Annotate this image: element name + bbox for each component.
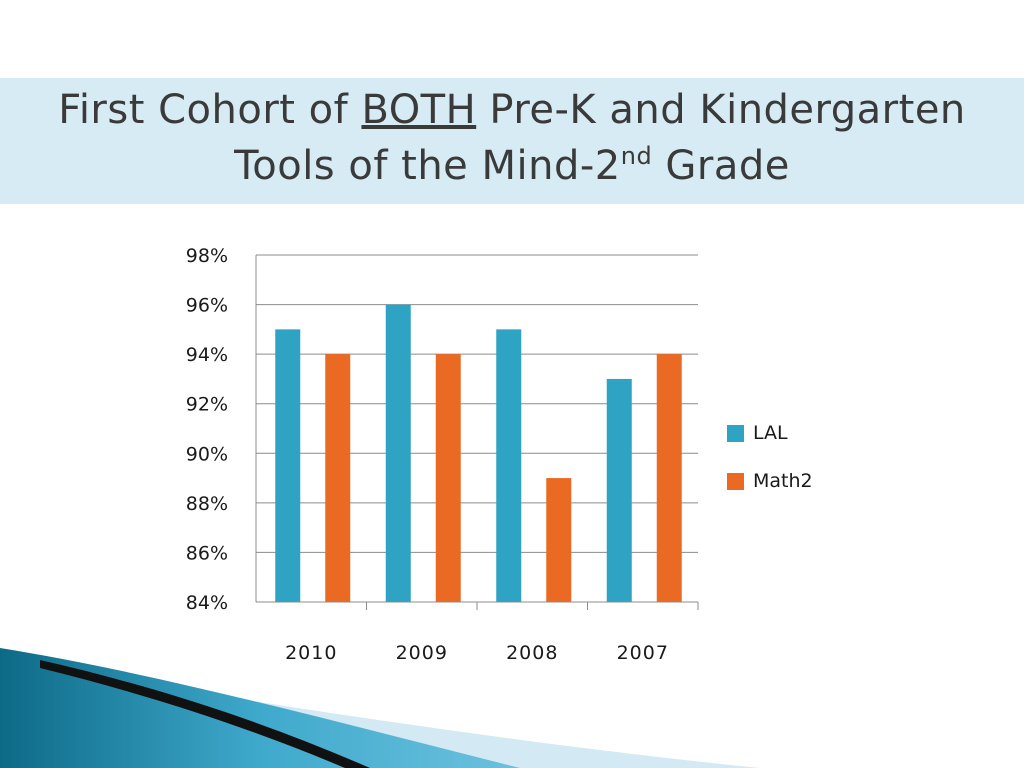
legend-swatch-Math2 bbox=[727, 473, 744, 490]
title-line-2: Tools of the Mind-2nd Grade bbox=[0, 138, 1024, 194]
legend: LAL Math2 bbox=[727, 422, 813, 492]
y-tick-labels: 84% 86% 88% 90% 92% 94% 96% 98% bbox=[186, 245, 228, 614]
x-tick-label: 2008 bbox=[506, 642, 558, 664]
title-text-2b: Grade bbox=[652, 143, 790, 189]
y-tick-label: 98% bbox=[186, 245, 228, 267]
title-text-2a: Tools of the Mind-2 bbox=[234, 143, 621, 189]
bar-Math2-2008 bbox=[546, 478, 572, 602]
bar-LAL-2010 bbox=[275, 329, 301, 602]
bar-LAL-2009 bbox=[385, 304, 411, 602]
y-tick-label: 92% bbox=[186, 394, 228, 416]
title-superscript: nd bbox=[620, 142, 653, 170]
swoosh-dark-stripe bbox=[40, 660, 370, 768]
y-tick-label: 86% bbox=[186, 542, 228, 564]
x-tick-label: 2009 bbox=[396, 642, 448, 664]
bar-LAL-2007 bbox=[606, 378, 632, 602]
bar-Math2-2007 bbox=[656, 354, 682, 602]
bar-Math2-2010 bbox=[325, 354, 351, 602]
swoosh-blue-band bbox=[0, 648, 520, 768]
x-tick-label: 2010 bbox=[285, 642, 337, 664]
x-axis: 2010 2009 2008 2007 bbox=[255, 255, 699, 664]
x-tick-label: 2007 bbox=[617, 642, 669, 664]
bars bbox=[275, 304, 682, 602]
title-underlined-word: BOTH bbox=[361, 87, 477, 133]
y-tick-label: 94% bbox=[186, 344, 228, 366]
y-tick-label: 84% bbox=[186, 592, 228, 614]
y-tick-label: 88% bbox=[186, 493, 228, 515]
title-band bbox=[0, 78, 1024, 204]
legend-label-LAL: LAL bbox=[753, 422, 788, 444]
title-line-1: First Cohort of BOTH Pre-K and Kindergar… bbox=[0, 82, 1024, 138]
title-text-1b: Pre-K and Kindergarten bbox=[476, 87, 966, 133]
y-tick-label: 96% bbox=[186, 295, 228, 317]
legend-swatch-LAL bbox=[727, 425, 744, 442]
y-tick-label: 90% bbox=[186, 443, 228, 465]
title-text-1a: First Cohort of bbox=[58, 87, 362, 133]
legend-label-Math2: Math2 bbox=[753, 470, 813, 492]
bar-Math2-2009 bbox=[435, 354, 461, 602]
slide-title: First Cohort of BOTH Pre-K and Kindergar… bbox=[0, 82, 1024, 194]
bar-LAL-2008 bbox=[496, 329, 522, 602]
